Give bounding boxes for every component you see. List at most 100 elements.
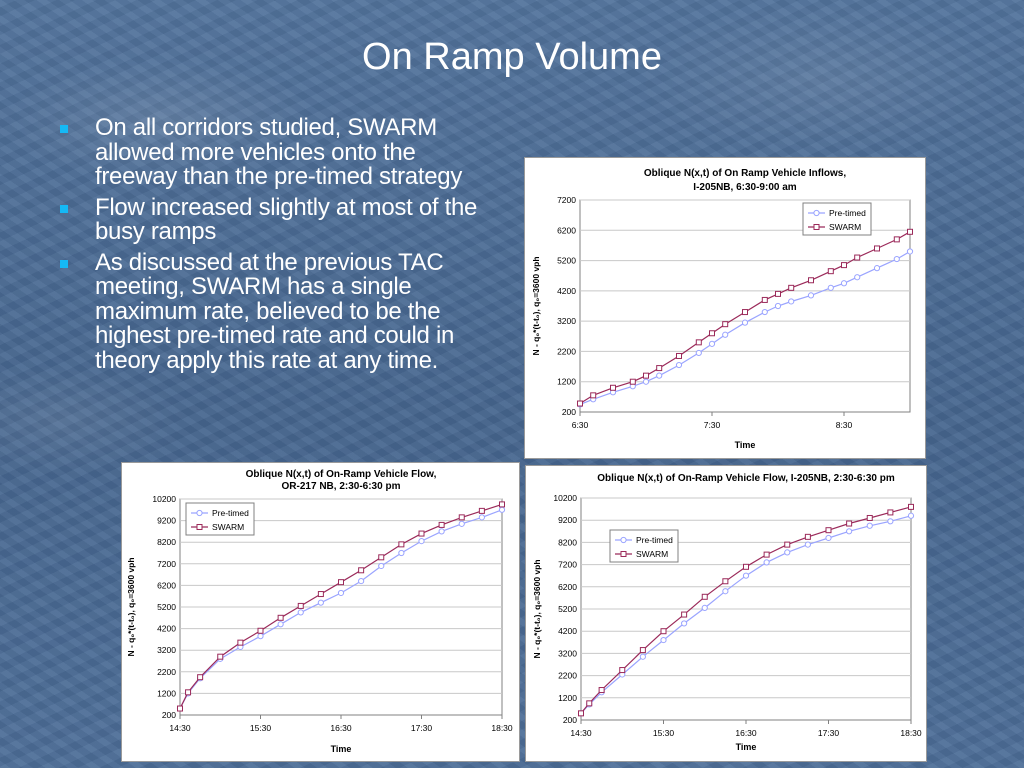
data-point-swarm [398, 541, 405, 548]
data-point-swarm [577, 400, 583, 407]
x-axis-label: Time [331, 744, 352, 754]
data-point-swarm [578, 710, 584, 717]
y-axis-label: N - q₀*(t-t₀), q₀=3600 vph [126, 557, 136, 656]
bullet-item: Flow increased slightly at most of the b… [60, 193, 490, 245]
data-point-swarm [629, 378, 636, 385]
data-point-pre-timed [854, 274, 861, 281]
legend-marker-swarm [813, 224, 820, 230]
data-point-swarm [458, 514, 465, 521]
data-point-pre-timed [722, 588, 729, 595]
data-point-pre-timed [257, 633, 264, 640]
data-point-swarm [808, 277, 814, 284]
data-point-swarm [237, 639, 244, 646]
data-point-pre-timed [840, 280, 848, 287]
y-tick-label: 8200 [558, 537, 577, 547]
data-point-pre-timed [639, 653, 646, 660]
data-point-pre-timed [866, 522, 873, 529]
data-point-pre-timed [774, 302, 782, 310]
y-tick-label: 7200 [157, 559, 176, 569]
data-point-pre-timed [846, 528, 853, 535]
data-point-pre-timed [907, 512, 915, 519]
x-tick-label: 14:30 [570, 728, 592, 738]
y-tick-label: 200 [563, 715, 577, 725]
data-point-pre-timed [656, 372, 663, 379]
data-point-pre-timed [742, 572, 750, 579]
x-axis-label: Time [736, 742, 757, 752]
data-point-pre-timed [458, 520, 465, 527]
data-point-swarm [709, 330, 715, 337]
data-point-pre-timed [695, 349, 702, 357]
data-point-swarm [701, 593, 708, 600]
data-point-swarm [846, 520, 853, 527]
series-line-swarm [179, 503, 503, 709]
bullet-square-icon [60, 125, 68, 133]
legend-label: Pre-timed [212, 508, 249, 518]
data-point-pre-timed [784, 549, 791, 556]
data-point-swarm [784, 541, 791, 548]
data-point-pre-timed [906, 248, 914, 255]
data-point-pre-timed [418, 538, 425, 545]
y-tick-label: 10200 [152, 494, 176, 504]
data-point-swarm [217, 653, 224, 660]
data-point-swarm [907, 228, 913, 235]
data-point-swarm [643, 372, 649, 379]
x-tick-label: 18:30 [491, 723, 513, 733]
legend-marker-pre-timed [813, 209, 820, 217]
chart-i205nb-pm: Oblique N(x,t) of On-Ramp Vehicle Flow, … [525, 465, 927, 762]
data-point-swarm [804, 533, 811, 540]
slide-title: On Ramp Volume [362, 36, 662, 78]
data-point-swarm [676, 352, 682, 359]
legend-label: Pre-timed [636, 535, 673, 545]
data-point-swarm [681, 611, 688, 618]
series-line-pre-timed [179, 509, 503, 709]
data-point-pre-timed [893, 255, 900, 263]
data-point-swarm [841, 262, 847, 269]
data-point-swarm [695, 339, 702, 346]
legend-marker-swarm [196, 524, 203, 530]
y-tick-label: 6200 [558, 582, 577, 592]
data-point-swarm [586, 700, 593, 707]
data-point-swarm [619, 667, 626, 674]
data-point-swarm [197, 674, 204, 681]
y-tick-label: 5200 [157, 602, 176, 612]
data-point-pre-timed [378, 562, 385, 570]
data-point-swarm [358, 567, 365, 574]
data-point-swarm [590, 392, 597, 399]
y-tick-label: 9200 [157, 516, 176, 526]
data-point-swarm [598, 687, 605, 694]
bullet-list: On all corridors studied, SWARM allowed … [60, 115, 490, 379]
data-point-pre-timed [297, 609, 304, 616]
x-tick-label: 16:30 [735, 728, 757, 738]
data-point-swarm [177, 705, 183, 712]
x-tick-label: 14:30 [169, 723, 191, 733]
data-point-swarm [499, 501, 505, 508]
x-tick-label: 16:30 [330, 723, 352, 733]
data-point-swarm [743, 563, 749, 570]
legend-label: SWARM [829, 222, 861, 232]
data-point-swarm [874, 245, 880, 252]
data-point-swarm [277, 614, 284, 621]
data-point-pre-timed [681, 620, 688, 627]
data-point-swarm [893, 236, 900, 243]
x-tick-label: 7:30 [704, 420, 721, 430]
bullet-text: Flow increased slightly at most of the b… [95, 193, 478, 245]
data-point-pre-timed [478, 514, 485, 521]
legend-marker-pre-timed [196, 509, 203, 517]
data-point-pre-timed [761, 308, 768, 316]
data-point-swarm [297, 602, 304, 609]
y-tick-label: 10200 [553, 493, 577, 503]
y-axis-label: N - q₀*(t-t₀), q₀=3600 vph [531, 256, 541, 355]
y-tick-label: 4200 [558, 626, 577, 636]
y-tick-label: 7200 [557, 195, 576, 205]
data-point-swarm [418, 530, 425, 537]
x-tick-label: 18:30 [900, 728, 922, 738]
y-tick-label: 6200 [557, 225, 576, 235]
data-point-swarm [338, 579, 344, 586]
chart-canvas: Oblique N(x,t) of On Ramp Vehicle Inflow… [531, 168, 914, 450]
y-tick-label: 2200 [558, 671, 577, 681]
legend-label: SWARM [212, 522, 244, 532]
y-tick-label: 1200 [558, 693, 577, 703]
data-point-pre-timed [825, 534, 832, 542]
data-point-pre-timed [660, 636, 667, 644]
data-point-swarm [478, 507, 485, 514]
